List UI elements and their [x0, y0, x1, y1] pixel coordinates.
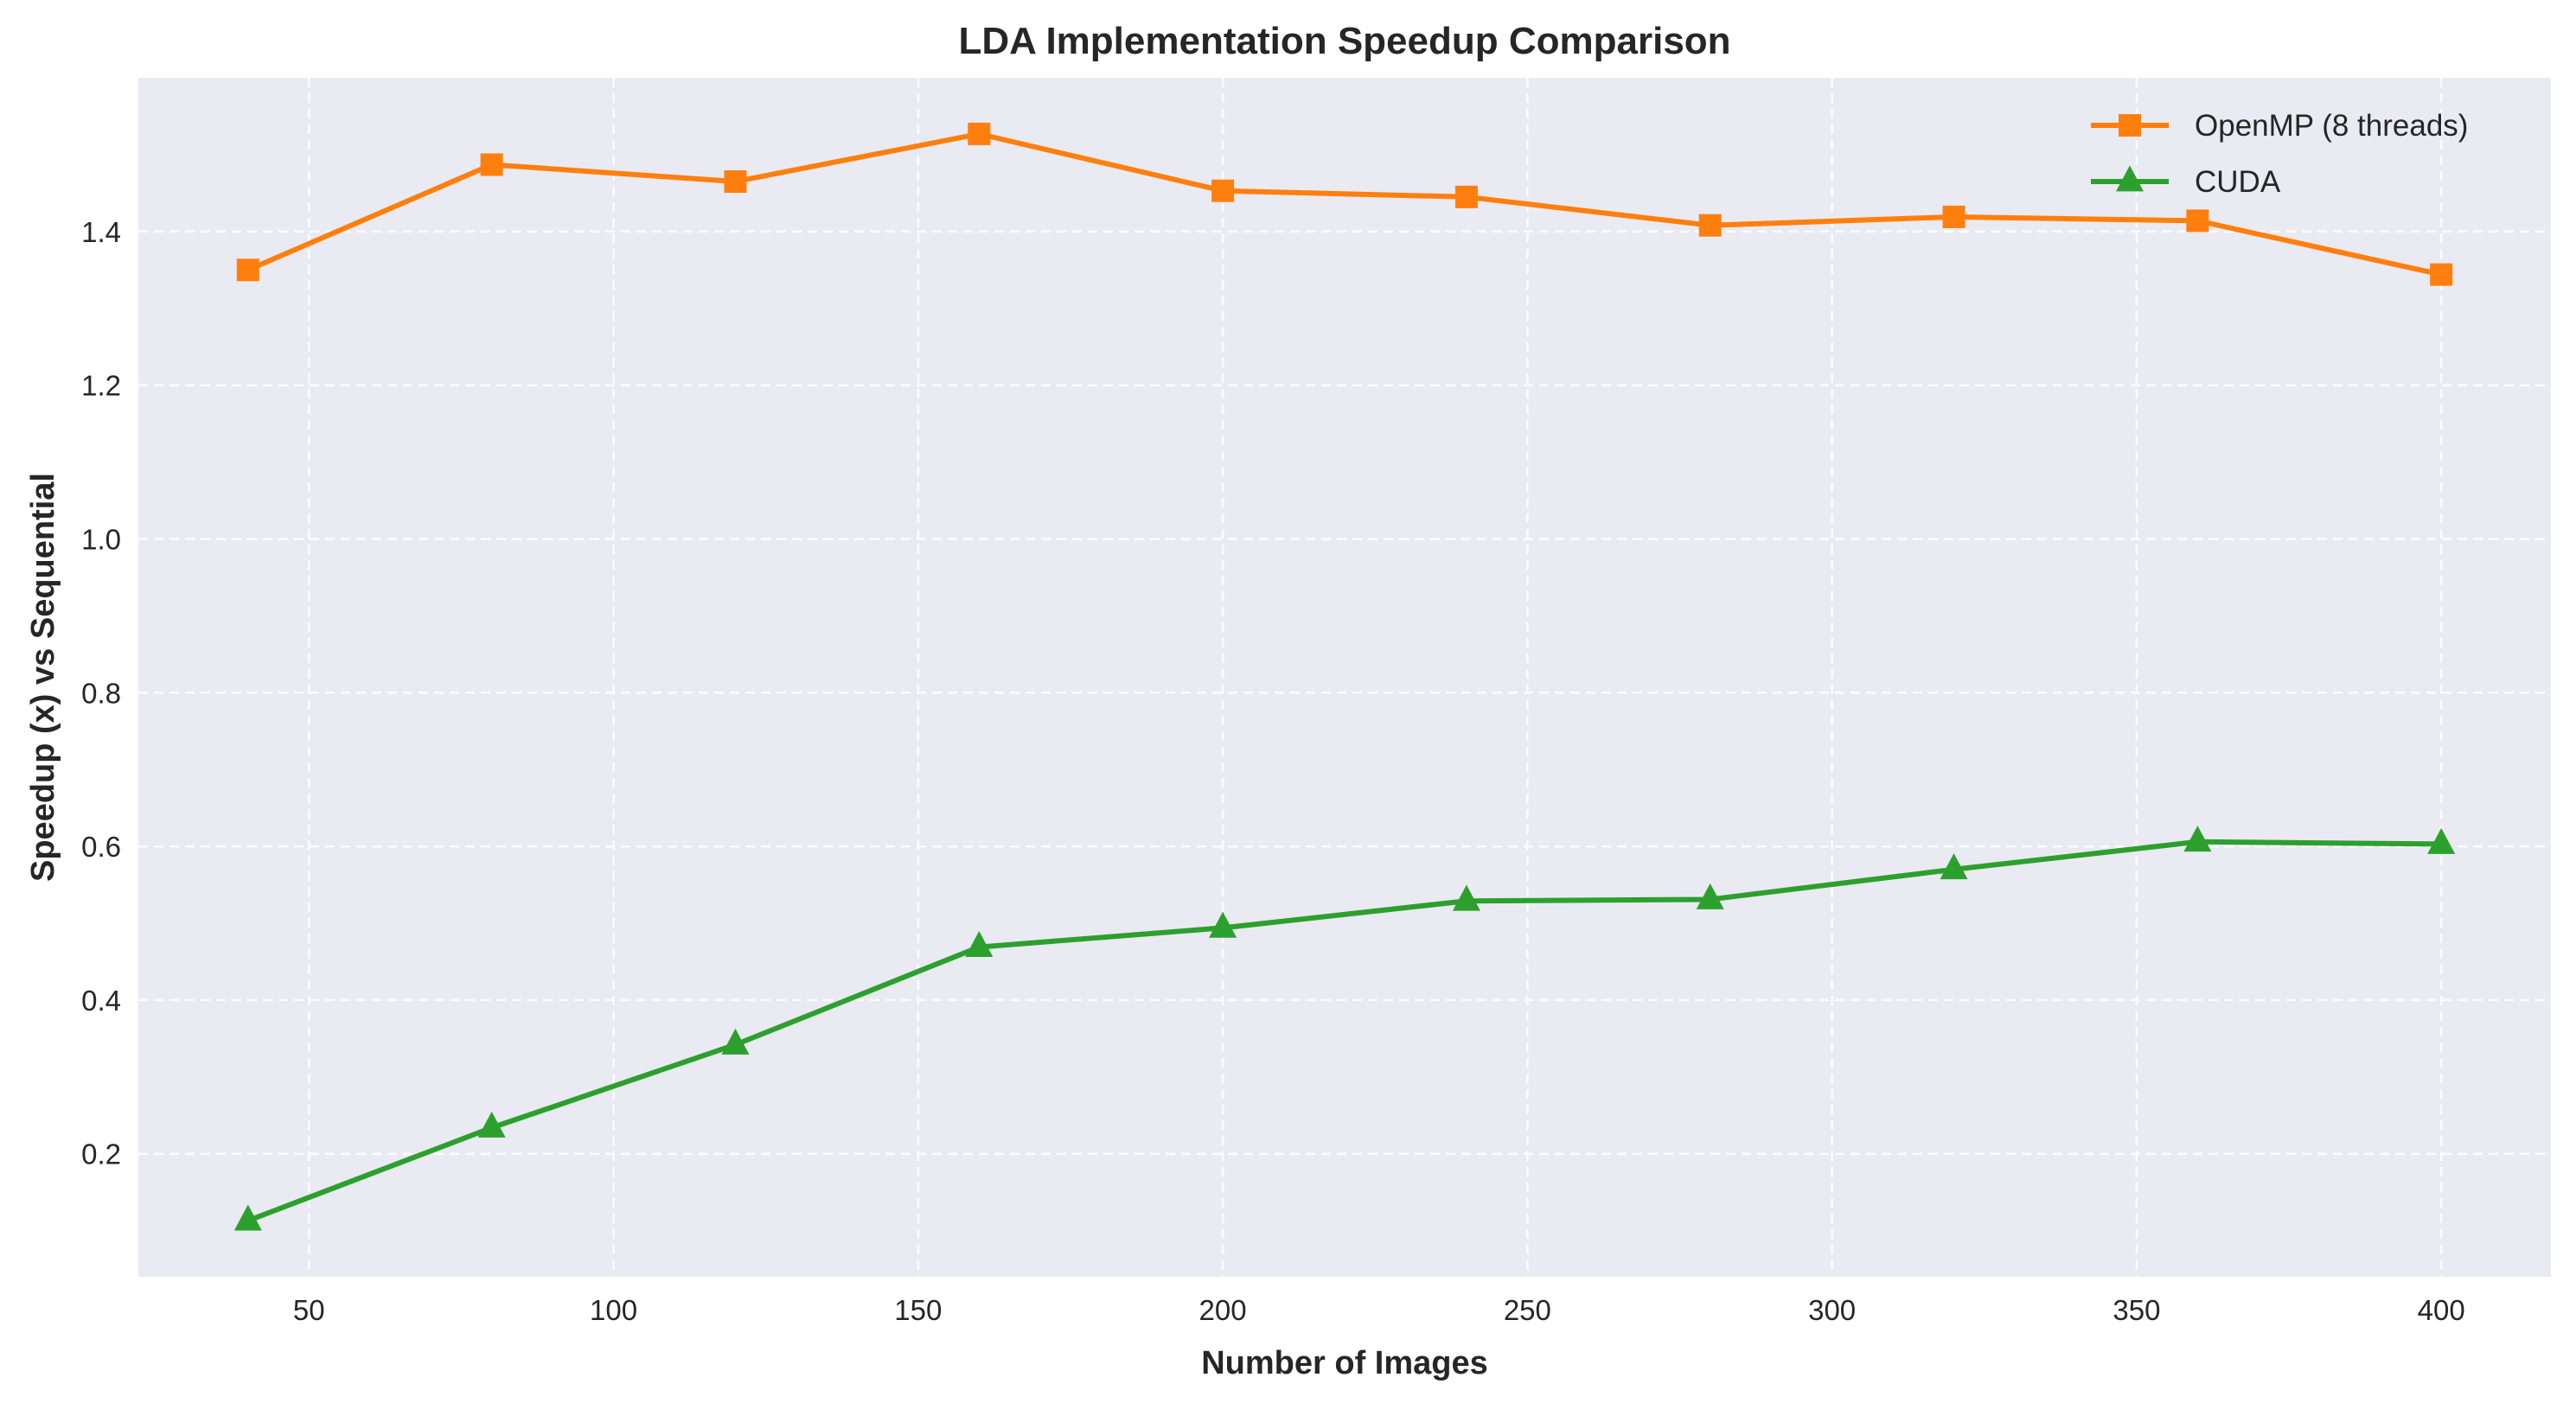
- x-tick-label: 300: [1808, 1294, 1856, 1326]
- data-point: [965, 930, 994, 957]
- series-1: [233, 826, 2456, 1231]
- data-point: [724, 170, 747, 194]
- data-point: [2186, 209, 2209, 233]
- x-tick-label: 50: [293, 1294, 325, 1326]
- data-point: [233, 1204, 262, 1231]
- legend-marker: [2116, 165, 2144, 192]
- data-point: [1211, 179, 1235, 202]
- data-point: [2427, 827, 2456, 854]
- data-point: [2183, 826, 2212, 852]
- legend-label: OpenMP (8 threads): [2195, 109, 2468, 143]
- data-point: [1209, 911, 1237, 938]
- legend-item: CUDA: [2091, 165, 2281, 199]
- x-tick-label: 250: [1504, 1294, 1551, 1326]
- data-point: [721, 1028, 750, 1055]
- data-point: [968, 122, 991, 145]
- data-point: [1454, 185, 1478, 208]
- data-point: [2430, 263, 2453, 286]
- y-tick-label: 0.4: [81, 985, 121, 1017]
- data-point: [480, 153, 503, 176]
- legend-item: OpenMP (8 threads): [2091, 109, 2468, 143]
- legend: OpenMP (8 threads) CUDA: [2091, 109, 2468, 199]
- series-layer: [233, 122, 2456, 1231]
- plot-area: [138, 78, 2551, 1277]
- y-tick-label: 1.4: [81, 216, 121, 248]
- data-point: [477, 1111, 506, 1138]
- legend-label: CUDA: [2195, 165, 2281, 199]
- y-tick-label: 0.8: [81, 677, 121, 709]
- y-tick-label: 0.6: [81, 831, 121, 863]
- x-axis-ticks: 50 100 150 200 250 300 350 400: [293, 1294, 2465, 1326]
- x-tick-label: 200: [1199, 1294, 1247, 1326]
- y-axis-label: Speedup (x) vs Sequential: [25, 473, 61, 882]
- data-point: [1452, 884, 1480, 911]
- x-tick-label: 150: [894, 1294, 942, 1326]
- data-point: [1942, 205, 1966, 228]
- data-point: [1696, 883, 1724, 909]
- chart-title: LDA Implementation Speedup Comparison: [958, 20, 1730, 62]
- x-tick-label: 100: [590, 1294, 637, 1326]
- x-tick-label: 350: [2113, 1294, 2160, 1326]
- series-line: [245, 839, 2445, 1224]
- y-tick-label: 0.2: [81, 1138, 121, 1170]
- y-axis-ticks: 0.2 0.4 0.6 0.8 1.0 1.2 1.4: [81, 216, 121, 1170]
- x-tick-label: 400: [2418, 1294, 2465, 1326]
- x-axis-label: Number of Images: [1201, 1345, 1488, 1381]
- y-tick-label: 1.2: [81, 370, 121, 402]
- data-point: [1698, 214, 1722, 237]
- series-0: [236, 122, 2453, 286]
- data-point: [236, 258, 259, 282]
- series-line: [245, 131, 2445, 277]
- data-point: [1940, 853, 1968, 880]
- legend-marker: [2119, 114, 2141, 137]
- y-tick-label: 1.0: [81, 523, 121, 555]
